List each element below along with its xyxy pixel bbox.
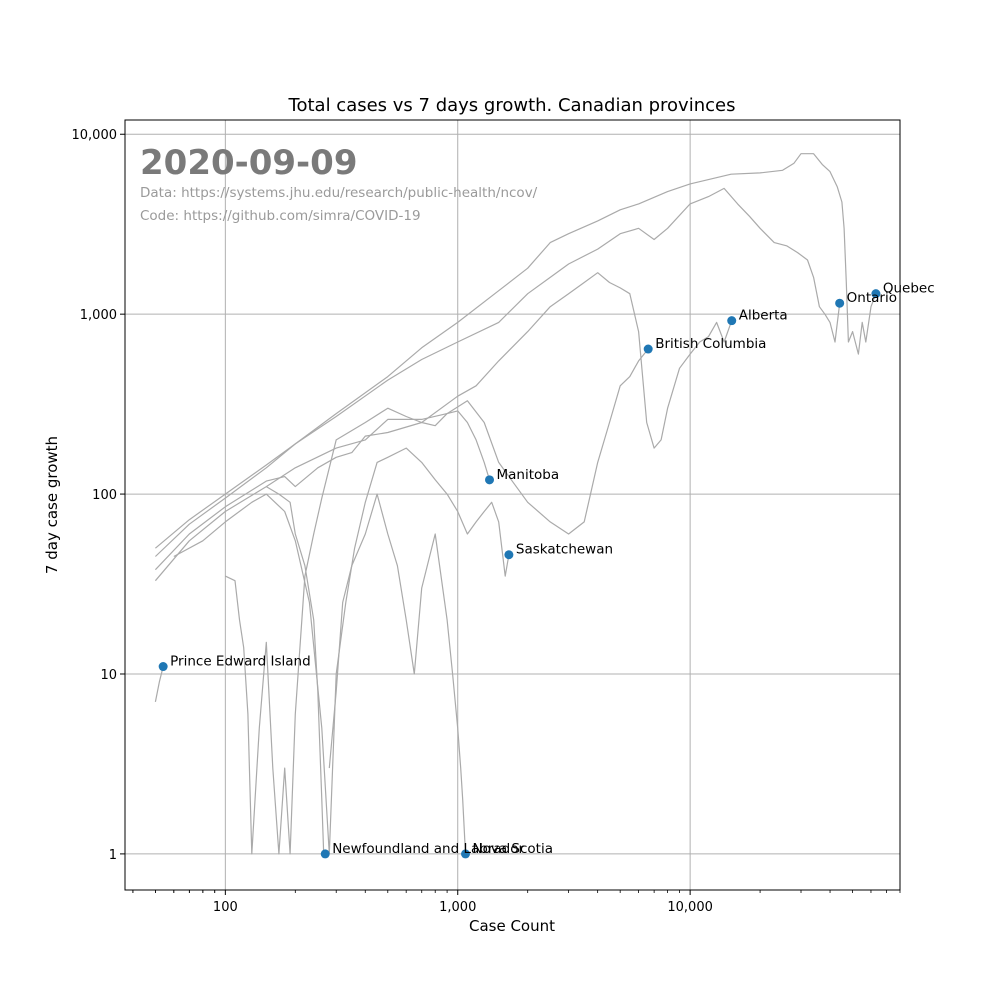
data-point <box>504 550 514 560</box>
trajectory-line <box>173 447 510 855</box>
plot-frame <box>124 119 901 891</box>
y-tick-label: 10 <box>100 668 117 683</box>
data-points <box>158 289 881 859</box>
data-point <box>727 316 737 326</box>
axes-frame <box>124 119 901 891</box>
y-axis-title: 7 day case growth <box>43 436 61 574</box>
point-label: Nova Scotia <box>473 841 553 857</box>
data-point <box>158 662 168 672</box>
data-source-annotation: Data: https://systems.jhu.edu/research/p… <box>140 185 538 201</box>
date-annotation: 2020-09-09 <box>140 143 357 183</box>
data-point <box>320 849 330 859</box>
trajectory-line <box>154 666 164 703</box>
trajectory-line <box>154 153 877 557</box>
trajectory-line <box>265 486 326 855</box>
y-tick-label: 1,000 <box>80 308 117 323</box>
point-label: Quebec <box>883 281 935 297</box>
trajectory-line <box>225 407 491 855</box>
point-label: Newfoundland and Labrador <box>332 841 524 857</box>
point-label: Saskatchewan <box>516 542 613 558</box>
x-ticks: 100 1,000 10,000 <box>132 890 901 915</box>
point-label: British Columbia <box>655 336 766 352</box>
chart-title: Total cases vs 7 days growth. Canadian p… <box>288 95 736 116</box>
point-label: Alberta <box>739 308 788 324</box>
y-ticks: 1 10 100 1,000 10,000 <box>72 128 125 863</box>
data-point <box>871 289 881 299</box>
x-tick-label: 100 <box>213 900 238 915</box>
trajectory-line <box>154 348 649 582</box>
y-tick-label: 10,000 <box>72 128 118 143</box>
data-point <box>643 344 653 354</box>
data-point <box>835 298 845 308</box>
point-label: Manitoba <box>497 467 560 483</box>
trajectory-line <box>154 272 733 571</box>
y-tick-label: 1 <box>109 848 117 863</box>
trajectory-line <box>328 493 467 854</box>
code-source-annotation: Code: https://github.com/simra/COVID-19 <box>140 208 421 224</box>
point-label: Ontario <box>847 290 897 306</box>
y-tick-label: 100 <box>92 488 117 503</box>
x-axis-title: Case Count <box>469 917 555 935</box>
grid <box>125 120 900 890</box>
trajectory-line <box>155 187 841 549</box>
trajectories <box>154 153 877 855</box>
data-point <box>485 475 495 485</box>
data-point <box>461 849 471 859</box>
x-tick-label: 10,000 <box>667 900 713 915</box>
point-label: Prince Edward Island <box>170 654 311 670</box>
x-tick-label: 1,000 <box>439 900 476 915</box>
